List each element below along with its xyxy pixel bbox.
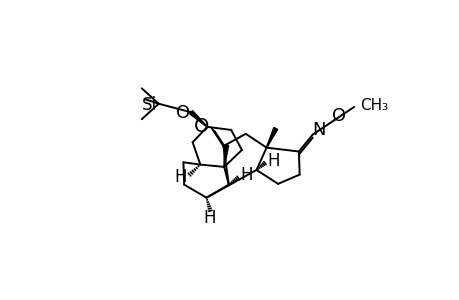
Polygon shape [266,128,277,148]
Text: H: H [174,168,186,186]
Text: N: N [312,121,325,139]
Polygon shape [224,145,228,167]
Text: H: H [240,166,252,184]
Text: CH₃: CH₃ [359,98,387,113]
Text: O: O [331,107,345,125]
Text: H: H [267,152,279,170]
Text: O: O [176,104,190,122]
Polygon shape [189,111,207,127]
Text: O: O [193,117,208,136]
Text: H: H [203,209,215,227]
Text: Si: Si [142,96,157,114]
